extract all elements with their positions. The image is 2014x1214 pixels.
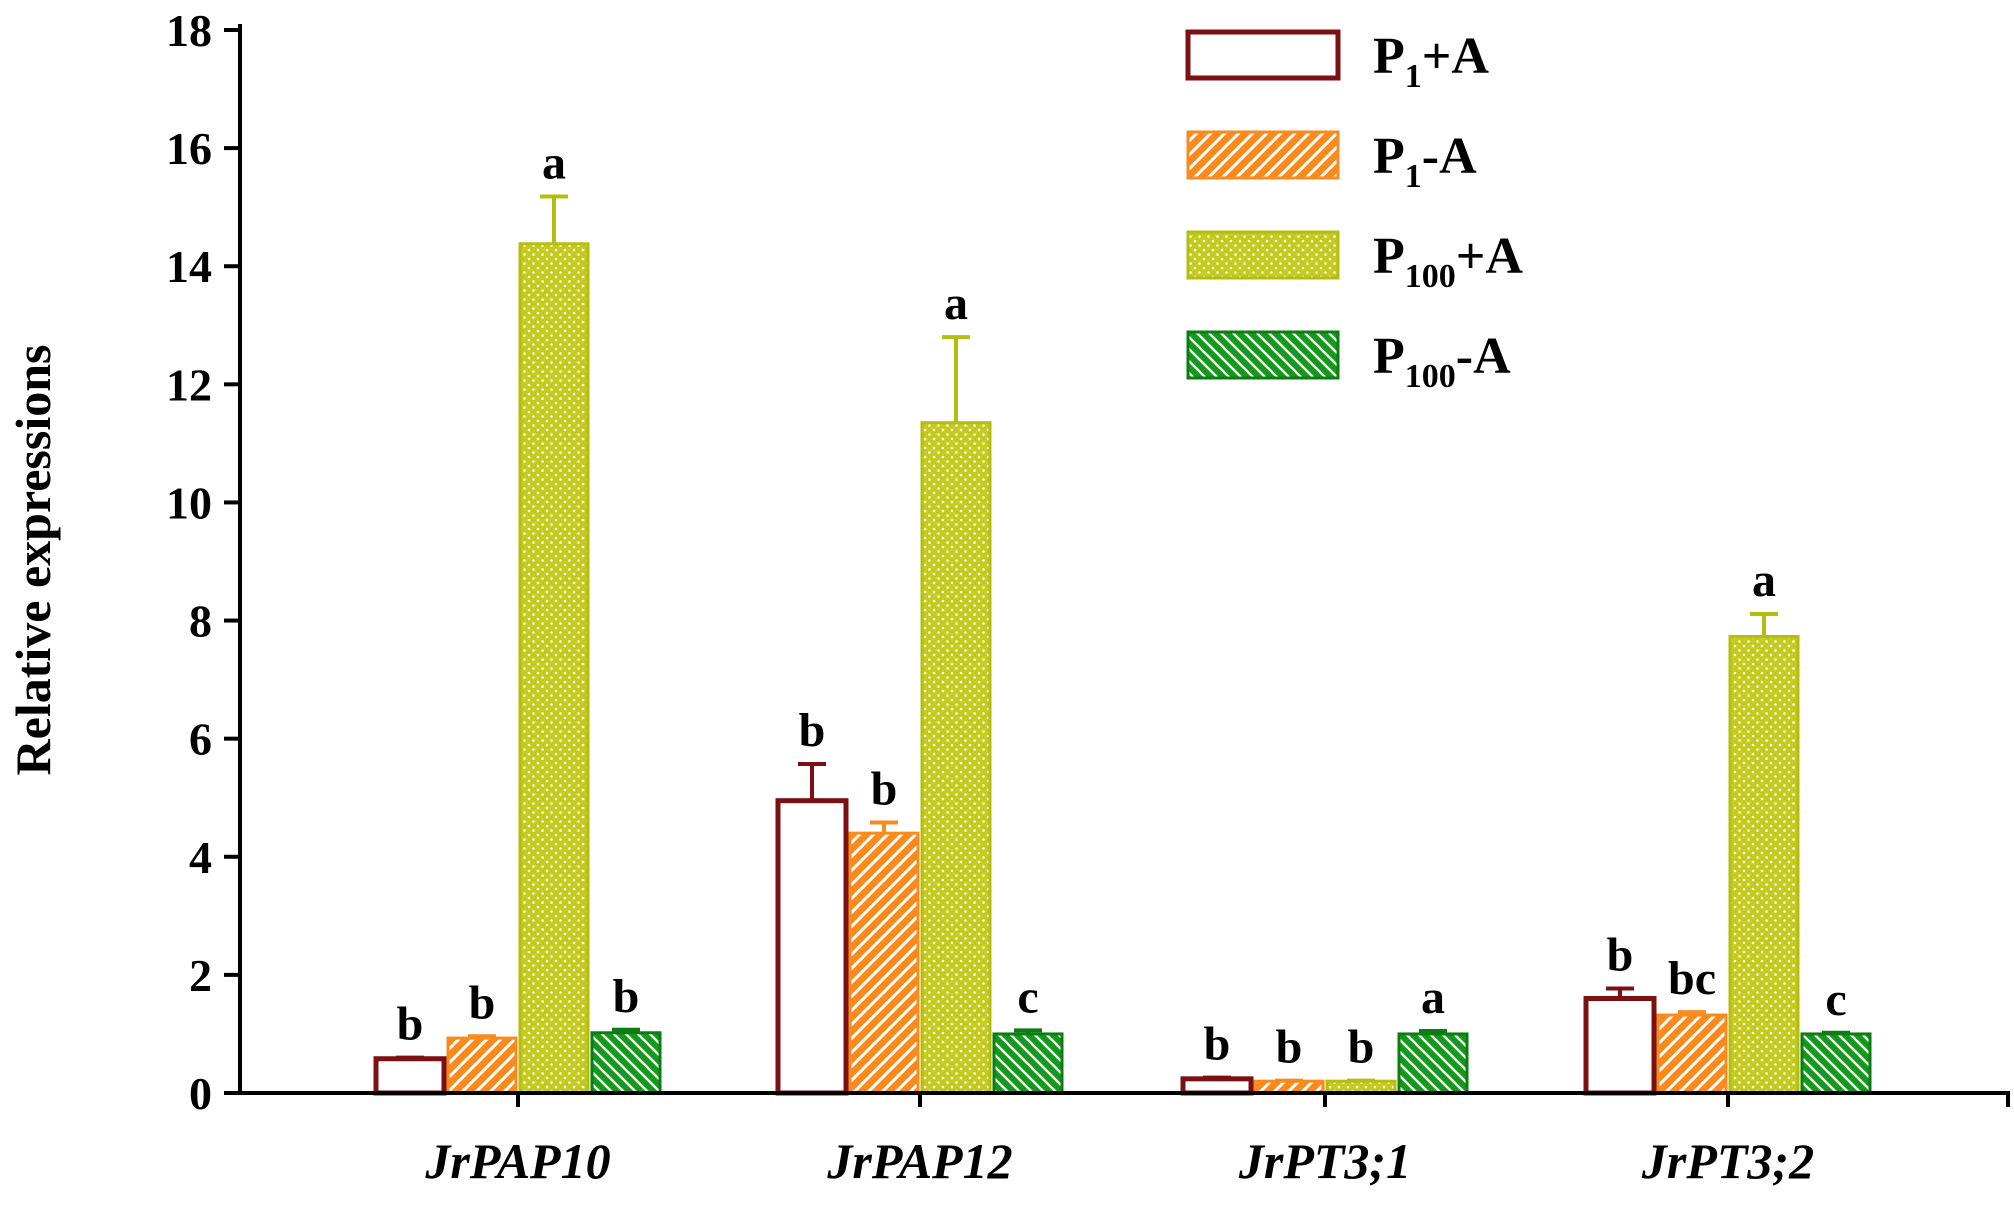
legend: P1+A P1-A P100+A P100-A [1185,28,1523,395]
legend-item: P1+A [1185,28,1489,95]
legend-item: P100-A [1186,328,1511,395]
y-tick-label: 16 [166,123,212,174]
significance-letter: b [469,976,496,1029]
significance-letter: b [871,763,898,816]
bar-p100a-jrpap10 [590,1031,662,1095]
bar-p100a-jrpt32 [1728,635,1800,1095]
legend-label: P1+A [1373,28,1489,95]
x-tick-label: JrPT3;1 [1238,1133,1411,1189]
significance-letter: a [1752,554,1776,607]
y-tick-label: 6 [189,714,212,765]
significance-letter: a [944,277,968,330]
significance-letter: c [1825,973,1846,1026]
significance-letter: a [542,137,566,190]
significance-letter: bc [1668,952,1716,1005]
legend-item: P1-A [1186,128,1477,195]
bar-p100a-jrpt32 [1800,1032,1872,1095]
bar-p100a-jrpap10 [518,242,590,1095]
legend-swatch [1186,130,1340,180]
significance-letter: b [1348,1021,1375,1074]
significance-letter: b [1204,1018,1231,1071]
bar-p1a-jrpt32 [1656,1013,1728,1095]
x-tick-label: JrPT3;2 [1641,1133,1814,1189]
significance-letter: b [799,704,826,757]
bar-p100a-jrpap12 [992,1032,1064,1095]
significance-letter: a [1421,971,1445,1024]
y-tick-label: 18 [166,5,212,56]
significance-letter: b [1276,1021,1303,1074]
y-tick-label: 2 [189,950,212,1001]
significance-letter: c [1017,970,1038,1023]
significance-letter: b [1607,928,1634,981]
bar-p100a-jrpt31 [1397,1032,1469,1095]
bar-p100a-jrpap12 [920,421,992,1095]
y-axis-title: Relative expressions [5,345,61,776]
y-tick-label: 8 [189,596,212,647]
legend-label: P100+A [1373,228,1523,295]
y-tick-label: 4 [189,832,212,883]
y-tick-label: 0 [189,1068,212,1119]
x-tick-label: JrPAP10 [424,1133,610,1189]
bar-p1a-jrpt32 [1583,996,1657,1096]
bar-p1a-jrpap12 [775,798,849,1096]
legend-swatch [1185,29,1341,81]
y-tick-label: 14 [166,241,212,292]
legend-swatch [1186,330,1340,380]
bar-p1a-jrpap10 [373,1056,447,1096]
bar-p1a-jrpt31 [1180,1076,1254,1096]
x-tick-label: JrPAP12 [826,1133,1012,1189]
legend-label: P100-A [1373,328,1511,395]
legend-swatch [1186,230,1340,280]
axes-layer: 0 2 4 6 8 10 12 14 16 18 JrPAP10 JrPAP12 JrPT3;1 JrPT… [166,5,2010,1189]
significance-letter: b [613,970,640,1023]
significance-letter: b [397,998,424,1051]
legend-item: P100+A [1186,228,1523,295]
bar-p1a-jrpap12 [848,831,920,1095]
y-tick-label: 10 [166,477,212,528]
legend-label: P1-A [1373,128,1477,195]
y-tick-label: 12 [166,359,212,410]
bar-p1a-jrpap10 [446,1036,518,1095]
